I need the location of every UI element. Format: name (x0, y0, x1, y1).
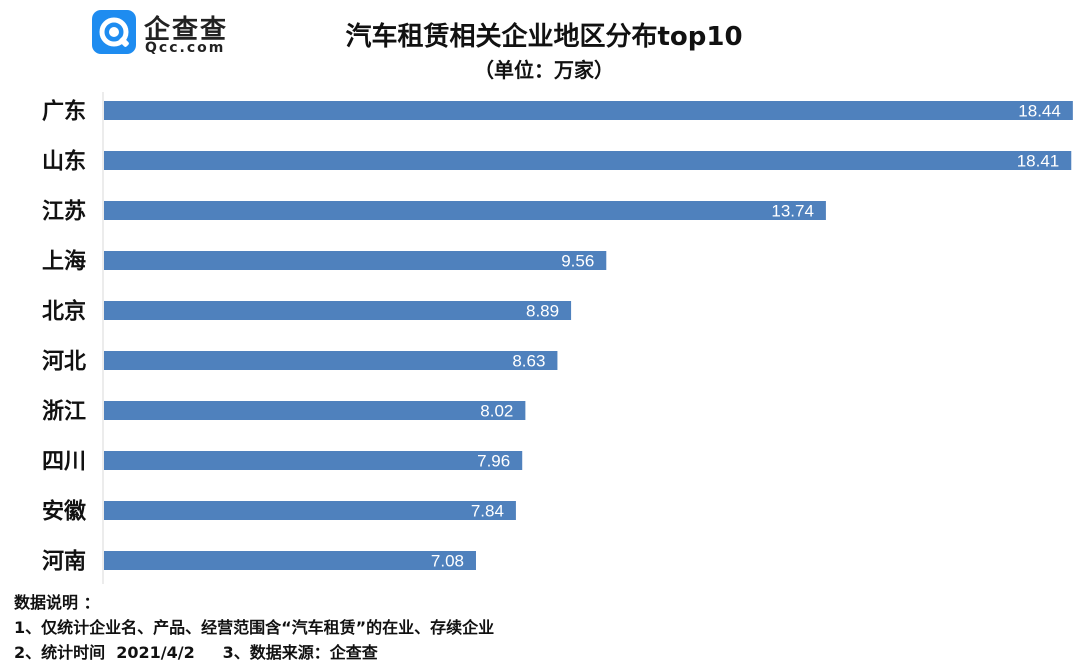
category-label: 北京 (42, 299, 86, 325)
note-line-1: 1、仅统计企业名、产品、经营范围含“汽车租赁”的在业、存续企业 (14, 618, 495, 637)
bar-chart: 广东 18.44 山东 18.41 江苏 13.74 上海 9.56 北京 8.89 河北 8.63 浙… (42, 92, 1073, 584)
bar-4 (104, 251, 607, 270)
bar-3 (104, 201, 826, 220)
value-label: 7.08 (431, 552, 464, 571)
category-label: 上海 (42, 249, 86, 275)
qcc-logo-icon (92, 10, 136, 54)
category-label: 江苏 (42, 199, 86, 225)
bar-9 (104, 501, 516, 520)
value-label: 8.63 (512, 352, 545, 371)
bar-2 (104, 151, 1072, 170)
value-label: 18.44 (1018, 102, 1061, 121)
logo-name: 企查查 (144, 15, 229, 45)
logo-domain: Qcc.com (145, 40, 226, 56)
value-label: 18.41 (1017, 152, 1060, 171)
category-label: 浙江 (42, 400, 86, 425)
notes-heading: 数据说明 ： (14, 593, 100, 612)
chart-title: 汽车租赁相关企业地区分布top10 (345, 22, 743, 52)
bar-5 (104, 301, 572, 320)
bar-1 (104, 101, 1073, 120)
category-label: 河南 (42, 550, 86, 575)
value-label: 7.96 (477, 452, 510, 471)
value-label: 7.84 (471, 502, 504, 521)
category-label: 安徽 (42, 499, 87, 525)
note-line-2: 2、统计时间 2021/4/2 3、数据来源：企查查 (14, 643, 378, 662)
bar-7 (104, 401, 526, 420)
category-label: 四川 (42, 450, 86, 475)
value-label: 8.89 (526, 302, 559, 321)
category-label: 山东 (42, 149, 86, 175)
chart-subtitle: （单位：万家） (474, 58, 614, 82)
category-label: 河北 (42, 350, 86, 375)
value-label: 8.02 (480, 402, 513, 421)
category-label: 广东 (42, 99, 86, 125)
value-label: 13.74 (771, 202, 814, 221)
qcc-logo: 企查查 Qcc.com (92, 10, 232, 58)
bar-10 (104, 551, 476, 570)
data-notes: 数据说明 ： 1、仅统计企业名、产品、经营范围含“汽车租赁”的在业、存续企业 2… (14, 590, 494, 665)
bar-8 (104, 451, 523, 470)
bar-6 (104, 351, 558, 370)
value-label: 9.56 (561, 252, 594, 271)
